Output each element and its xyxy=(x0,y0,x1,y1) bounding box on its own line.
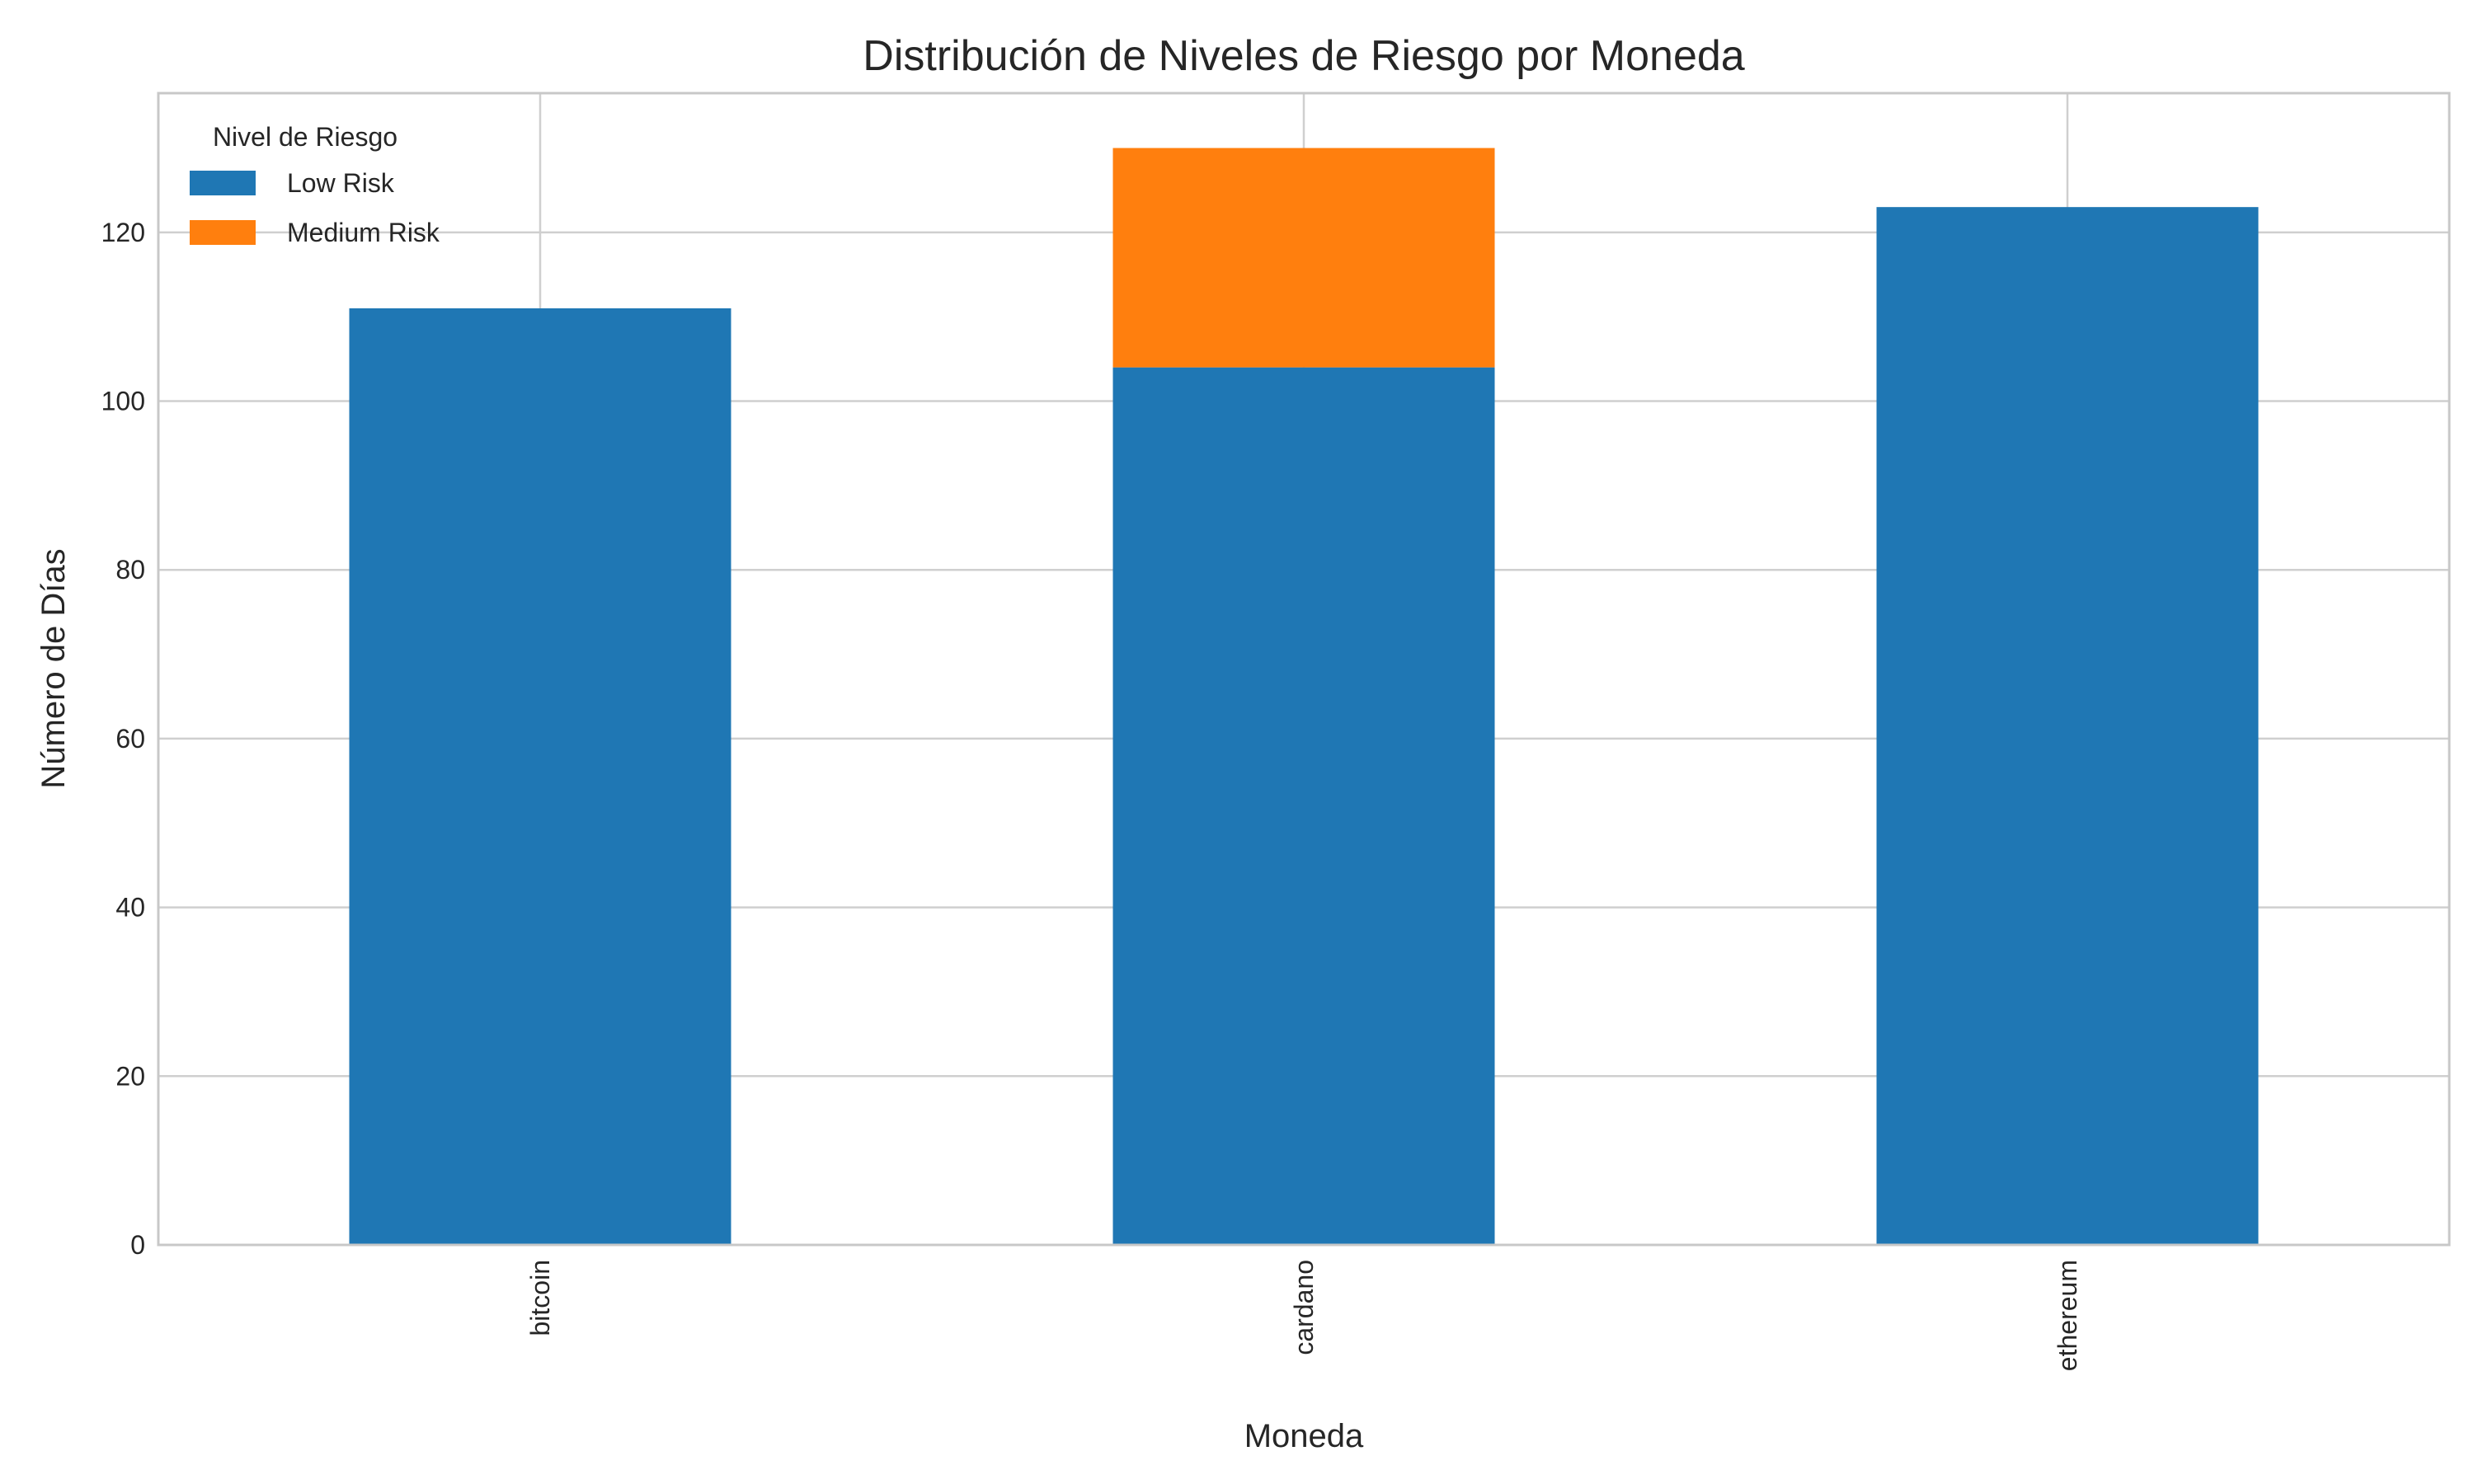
y-tick-label: 40 xyxy=(115,893,145,923)
bars xyxy=(349,148,2259,1246)
bar-cardano-medium-risk xyxy=(1112,148,1495,368)
legend-title: Nivel de Riesgo xyxy=(213,122,397,152)
x-tick-labels: bitcoin cardano ethereum xyxy=(525,1260,2082,1371)
bar-cardano-low-risk xyxy=(1112,367,1495,1246)
y-tick-label: 20 xyxy=(115,1061,145,1091)
y-tick-label: 0 xyxy=(130,1230,145,1260)
x-axis-label: Moneda xyxy=(1244,1418,1364,1454)
y-tick-label: 100 xyxy=(101,387,145,416)
y-tick-label: 80 xyxy=(115,555,145,585)
plot-frame xyxy=(157,92,2451,1247)
x-tick-label: ethereum xyxy=(2053,1260,2082,1371)
bar-ethereum-low-risk xyxy=(1876,207,2259,1246)
x-tick-label: bitcoin xyxy=(525,1260,555,1336)
bar-bitcoin-low-risk xyxy=(349,308,731,1245)
legend-label: Medium Risk xyxy=(287,218,440,247)
y-axis-label: Número de Días xyxy=(35,548,72,788)
y-tick-label: 60 xyxy=(115,724,145,754)
x-tick-label: cardano xyxy=(1289,1260,1319,1355)
legend: Nivel de Riesgo Low Risk Medium Risk xyxy=(190,122,440,247)
y-tick-label: 120 xyxy=(101,218,145,247)
chart-title: Distribución de Niveles de Riesgo por Mo… xyxy=(863,32,1745,80)
y-tick-labels: 0 20 40 60 80 100 120 xyxy=(101,218,145,1260)
legend-swatch xyxy=(190,220,256,245)
legend-label: Low Risk xyxy=(287,168,395,198)
legend-items: Low Risk Medium Risk xyxy=(190,168,440,247)
legend-swatch xyxy=(190,171,256,195)
